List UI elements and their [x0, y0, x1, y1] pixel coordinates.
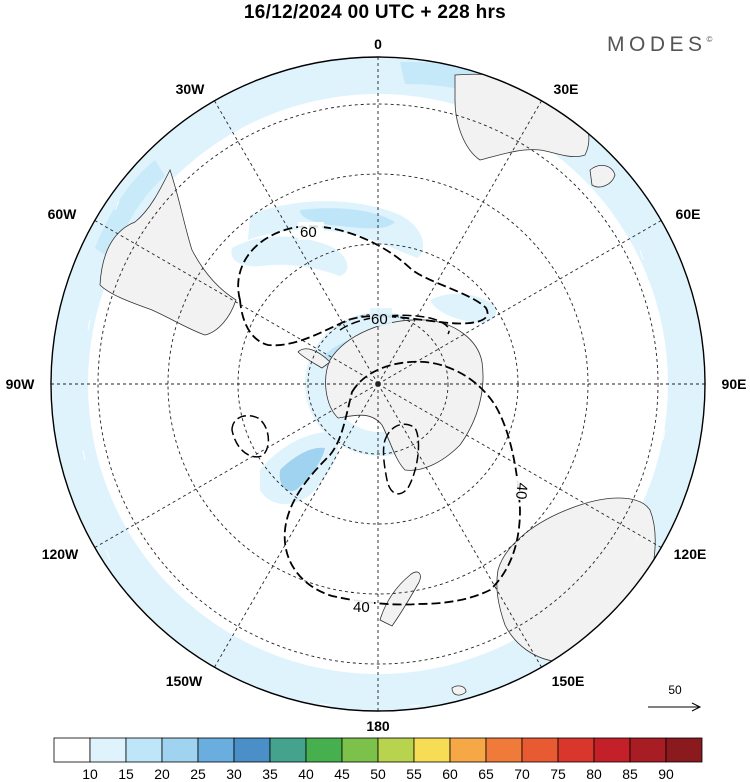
meridian-line — [94, 383, 379, 548]
lon-150e: 150E — [552, 673, 585, 689]
lon-90w: 90W — [6, 376, 36, 392]
wind-band-outer-streak — [400, 61, 570, 128]
jet-streak-south-atlantic — [231, 236, 348, 276]
meridian-line — [377, 383, 542, 668]
meridian-line — [377, 220, 662, 385]
colorbar-swatch — [449, 737, 487, 763]
jet-streak-indian — [430, 293, 497, 324]
contour-label-40-bottom: 40 — [353, 599, 370, 616]
contour-small-loop — [231, 414, 270, 458]
wind-band-outer-streak-2 — [95, 160, 165, 260]
brand-name: MODES — [607, 33, 707, 56]
colorbar-tick-label: 65 — [478, 766, 494, 782]
colorbar-tick-label: 10 — [82, 766, 98, 782]
reference-vector: 50 — [648, 683, 702, 712]
reference-vector-label: 50 — [668, 683, 682, 697]
longitude-labels: 0 30E 60E 90E 120E 150E 180 150W 120W 90… — [6, 36, 747, 734]
brand-logo: MODES© — [607, 33, 712, 57]
colorbar — [53, 737, 703, 763]
colorbar-swatch — [269, 737, 307, 763]
lon-120w: 120W — [42, 546, 79, 562]
contour-label-group: 60 60 40 40 — [298, 222, 530, 616]
colorbar-tick-label: 30 — [226, 766, 242, 782]
colorbar-swatch — [197, 737, 235, 763]
meridian-line — [214, 100, 379, 385]
colorbar-tick-label: 25 — [190, 766, 206, 782]
graticule — [51, 57, 705, 711]
meridian-line — [94, 220, 379, 385]
contours — [231, 225, 521, 606]
lon-120e: 120E — [674, 546, 707, 562]
colorbar-swatch — [557, 737, 595, 763]
lon-180: 180 — [366, 718, 390, 734]
colorbar-tick-label: 80 — [586, 766, 602, 782]
colorbar-swatch — [485, 737, 523, 763]
colorbar-swatch — [233, 737, 271, 763]
lon-150w: 150W — [166, 673, 203, 689]
colorbar-tick-label: 90 — [658, 766, 674, 782]
contour-60-outer — [237, 225, 489, 347]
colorbar-swatch — [161, 737, 199, 763]
landmasses — [99, 73, 656, 696]
colorbar-tick-label: 75 — [550, 766, 566, 782]
contour-label-60-outer: 60 — [300, 224, 317, 241]
meridian-line — [214, 383, 379, 668]
colorbar-tick-label: 20 — [154, 766, 170, 782]
colorbar-swatch — [125, 737, 163, 763]
contour-label-60-inner: 60 — [371, 311, 388, 328]
colorbar-swatch — [377, 737, 415, 763]
colorbar-swatch — [413, 737, 451, 763]
land-antarctica — [325, 319, 484, 471]
land-south-america — [99, 168, 237, 336]
land-new-zealand — [379, 571, 421, 627]
colorbar-swatch — [629, 737, 667, 763]
lon-0: 0 — [374, 36, 382, 52]
reference-vector-arrowhead — [691, 702, 702, 712]
colorbar-swatch — [305, 737, 343, 763]
contour-40-main — [283, 360, 521, 606]
colorbar-tick-label: 55 — [406, 766, 422, 782]
colorbar-tick-label: 60 — [442, 766, 458, 782]
map-title: 16/12/2024 00 UTC + 228 hrs — [243, 2, 507, 23]
colorbar-swatch — [89, 737, 127, 763]
colorbar-swatch — [341, 737, 379, 763]
colorbar-tick-label: 50 — [370, 766, 386, 782]
colorbar-tick-label: 85 — [622, 766, 638, 782]
lon-30w: 30W — [176, 81, 206, 97]
lon-60e: 60E — [676, 206, 701, 222]
colorbar-tick-label: 70 — [514, 766, 530, 782]
lon-90e: 90E — [722, 376, 747, 392]
lon-30e: 30E — [554, 81, 579, 97]
colorbar-tick-label: 40 — [298, 766, 314, 782]
land-madagascar — [589, 165, 616, 188]
copyright-mark: © — [706, 35, 713, 44]
colorbar-swatch — [53, 737, 91, 763]
land-tasmania — [451, 685, 467, 696]
colorbar-tick-label: 45 — [334, 766, 350, 782]
lon-60w: 60W — [48, 206, 78, 222]
colorbar-swatch — [665, 737, 703, 763]
contour-label-40-right: 40 — [512, 482, 530, 500]
meridian-line — [377, 100, 542, 385]
contour-60-inner — [339, 314, 450, 335]
latitude-circle — [307, 313, 449, 455]
latitude-circle — [97, 103, 659, 665]
colorbar-tick-label: 15 — [118, 766, 134, 782]
jet-streak-pacific-core — [279, 447, 325, 492]
colorbar-swatch — [593, 737, 631, 763]
colorbar-swatch — [521, 737, 559, 763]
colorbar-tick-label: 35 — [262, 766, 278, 782]
globe-outline — [50, 56, 706, 712]
land-antarctic-peninsula — [297, 348, 331, 369]
meridian-line — [377, 383, 662, 548]
contour-40-inner-loop — [382, 423, 420, 495]
